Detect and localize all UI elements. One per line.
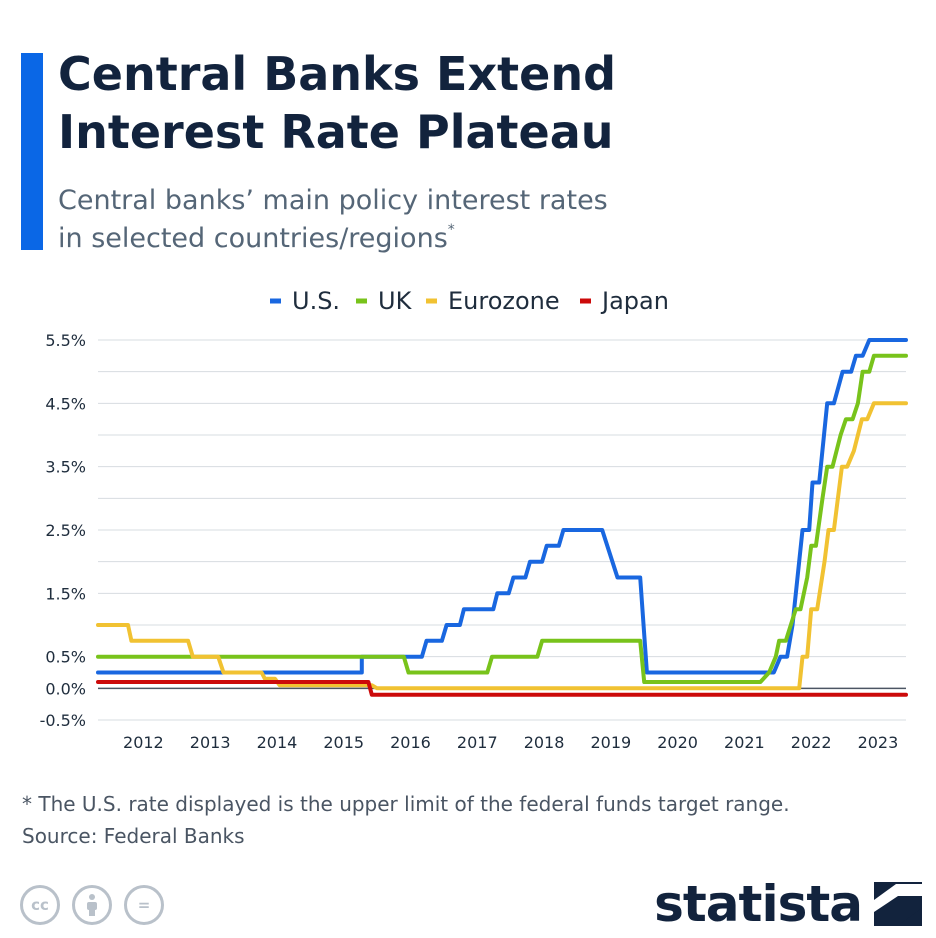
attribution-icon[interactable] (72, 885, 112, 925)
no-derivatives-icon[interactable]: = (124, 885, 164, 925)
series-line-us (96, 338, 908, 675)
footnote-text: * The U.S. rate displayed is the upper l… (22, 792, 790, 816)
y-tick-label: 3.5% (45, 458, 86, 477)
nd-icon-label: = (137, 896, 151, 914)
y-tick-label: 1.5% (45, 584, 86, 603)
x-tick-label: 2017 (457, 733, 498, 752)
series-line-uk (96, 353, 908, 684)
person-icon (87, 894, 97, 916)
legend-label-eurozone: Eurozone (448, 287, 560, 315)
y-tick-label: 4.5% (45, 394, 86, 413)
chart-title: Central Banks Extend Interest Rate Plate… (58, 45, 918, 161)
x-tick-label: 2022 (791, 733, 832, 752)
chart-subtitle: Central banks’ main policy interest rate… (58, 182, 918, 258)
title-accent-bar (21, 53, 43, 250)
x-tick-label: 2015 (323, 733, 364, 752)
x-tick-label: 2023 (858, 733, 899, 752)
line-chart: U.S. UK Eurozone Japan 5.5% 4.5% 3.5% 2.5% 1.5% 0… (40, 287, 908, 752)
chart-footer: * The U.S. rate displayed is the upper l… (22, 788, 790, 852)
x-tick-label: 2021 (724, 733, 765, 752)
brand-name: statista (654, 875, 863, 933)
source-text: Source: Federal Banks (22, 824, 245, 848)
series-line-eurozone (96, 401, 908, 691)
license-icons: cc = (20, 885, 164, 925)
x-tick-label: 2019 (590, 733, 631, 752)
legend-label-japan: Japan (600, 287, 669, 315)
y-tick-label: -0.5% (40, 711, 86, 730)
y-tick-label: 5.5% (45, 331, 86, 350)
x-tick-label: 2018 (524, 733, 565, 752)
x-tick-label: 2016 (390, 733, 431, 752)
x-tick-label: 2013 (190, 733, 231, 752)
subtitle-line-2-wrap: in selected countries/regions* (58, 220, 918, 258)
subtitle-footnote-mark: * (447, 222, 455, 238)
cc-icon[interactable]: cc (20, 885, 60, 925)
title-line-1: Central Banks Extend (58, 47, 616, 101)
x-tick-label: 2014 (257, 733, 298, 752)
y-tick-label: 0.5% (45, 648, 86, 667)
x-tick-label: 2020 (657, 733, 698, 752)
y-tick-label: 0.0% (45, 679, 86, 698)
title-line-2: Interest Rate Plateau (58, 105, 614, 159)
legend-label-uk: UK (378, 287, 413, 315)
x-tick-label: 2012 (123, 733, 164, 752)
subtitle-line-1: Central banks’ main policy interest rate… (58, 185, 608, 216)
legend-label-us: U.S. (292, 287, 340, 315)
subtitle-line-2: in selected countries/regions (58, 223, 448, 254)
series-line-japan (96, 680, 908, 697)
statista-logo[interactable]: statista (654, 876, 922, 932)
statista-mark-icon (874, 882, 922, 926)
cc-icon-label: cc (31, 896, 49, 914)
y-tick-label: 2.5% (45, 521, 86, 540)
